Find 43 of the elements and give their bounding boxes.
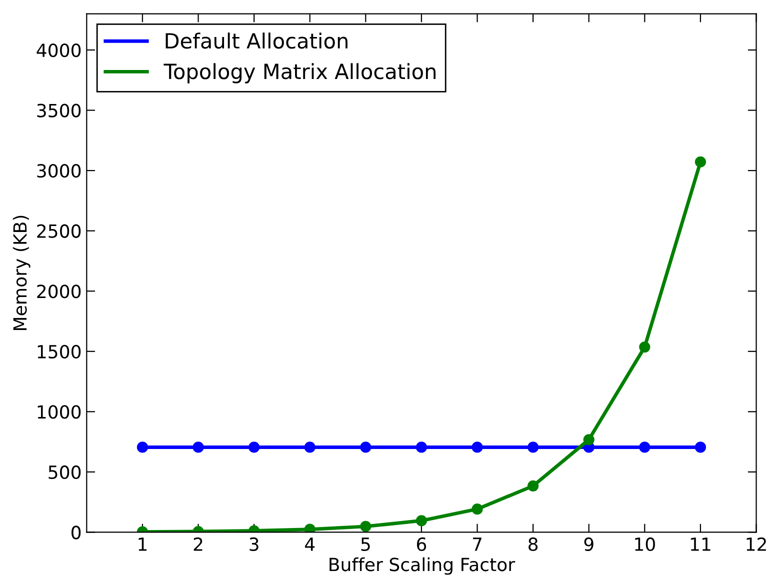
x-tick-label: 2 [194, 537, 202, 551]
x-tick-label: 4 [305, 538, 315, 551]
x-tick-label: 11 [690, 538, 710, 551]
point [304, 442, 316, 453]
point [360, 442, 372, 453]
x-tick-label: 8 [528, 537, 538, 552]
y-tick-label: 3500 [37, 104, 81, 118]
y-tick-label: 3000 [37, 164, 81, 178]
point [472, 504, 483, 515]
point [472, 442, 483, 453]
point [248, 442, 260, 453]
point [694, 442, 706, 453]
x-axis-title: Buffer Scaling Factor [330, 557, 516, 575]
y-tick-label: 0 [72, 526, 81, 540]
point [694, 156, 706, 168]
point [528, 442, 539, 453]
x-tick-label: 7 [473, 538, 482, 551]
point [192, 442, 204, 453]
y-tick-label: 1500 [38, 344, 81, 359]
point [639, 341, 650, 353]
x-tick-label: 5 [361, 538, 370, 552]
legend-label: Topology Matrix Allocation [164, 63, 436, 84]
point [416, 442, 428, 453]
x-tick-label: 12 [746, 537, 766, 551]
legend-label: Default Allocation [166, 32, 348, 49]
point [583, 434, 594, 446]
y-tick-label: 2500 [37, 224, 81, 238]
point [416, 515, 428, 526]
y-tick-label: 4000 [36, 43, 81, 58]
y-tick-label: 500 [48, 465, 81, 480]
y-tick-label: 1000 [38, 405, 81, 419]
y-tick-label: 2000 [37, 284, 81, 298]
y-axis-title: Memory (KB) [12, 216, 30, 330]
point [304, 524, 316, 532]
x-tick-label: 1 [138, 538, 147, 551]
x-tick-label: 9 [584, 537, 594, 552]
point [639, 442, 650, 453]
point [360, 520, 372, 532]
point [528, 480, 539, 492]
x-tick-label: 10 [635, 537, 655, 552]
x-tick-label: 3 [250, 537, 258, 552]
x-tick-label: 6 [416, 537, 426, 552]
point [136, 442, 148, 453]
